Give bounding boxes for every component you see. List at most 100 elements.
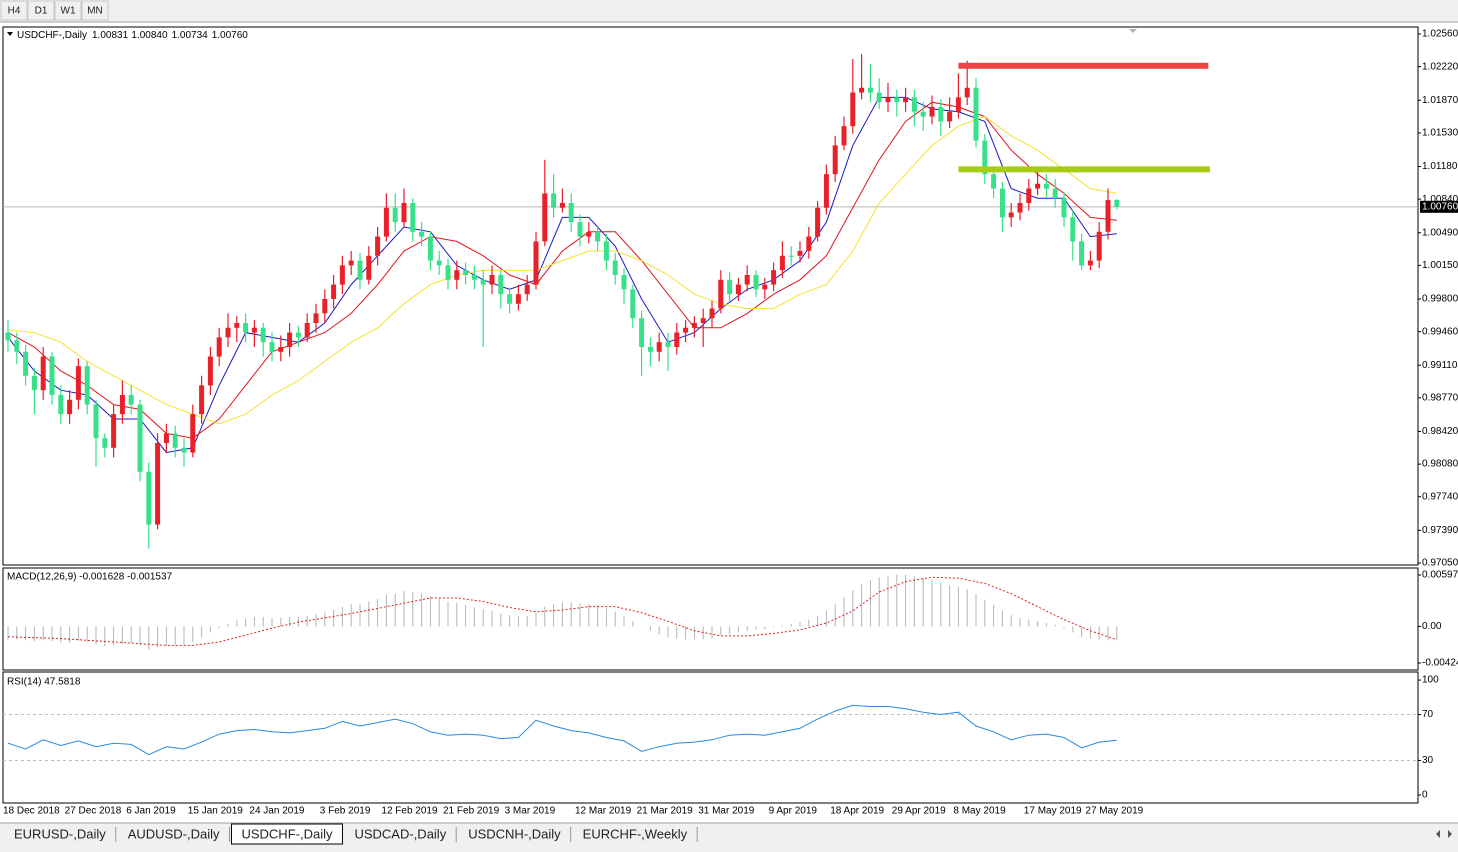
candle-body bbox=[410, 202, 416, 232]
candle-body bbox=[991, 174, 997, 189]
price-tick-label: 1.00490 bbox=[1422, 227, 1458, 238]
x-tick-label: 31 Mar 2019 bbox=[698, 806, 755, 817]
chart-tab[interactable] bbox=[230, 823, 343, 845]
candle-body bbox=[894, 97, 900, 103]
chart-tab[interactable] bbox=[117, 824, 230, 844]
candle-body bbox=[832, 145, 838, 175]
candle-body bbox=[973, 87, 979, 141]
rsi-line bbox=[7, 704, 1117, 756]
candle-body bbox=[375, 236, 381, 256]
timeframe-button[interactable] bbox=[27, 0, 55, 21]
candle-body bbox=[5, 332, 11, 341]
macd-tick-label: 0.00 bbox=[1422, 621, 1442, 632]
timeframe-button[interactable] bbox=[81, 0, 109, 21]
x-tick-label: 6 Jan 2019 bbox=[126, 806, 176, 817]
x-tick-label: 3 Mar 2019 bbox=[505, 806, 556, 817]
candle-body bbox=[612, 260, 618, 275]
candle-body bbox=[225, 327, 231, 338]
chart-tab[interactable] bbox=[344, 824, 457, 844]
timeframe-label: W1 bbox=[61, 6, 76, 17]
price-tick-label: 0.97050 bbox=[1422, 558, 1458, 569]
timeframe-label: D1 bbox=[35, 6, 48, 17]
candle-body bbox=[295, 332, 301, 338]
x-tick-label: 8 May 2019 bbox=[953, 806, 1006, 817]
chart-tab[interactable] bbox=[572, 824, 698, 844]
candle-body bbox=[603, 241, 609, 261]
timeframe-label: H4 bbox=[8, 6, 21, 17]
candle-body bbox=[287, 332, 293, 347]
candle-body bbox=[357, 260, 363, 280]
candle-body bbox=[102, 438, 108, 448]
candle-body bbox=[251, 327, 257, 333]
candle-body bbox=[859, 87, 865, 93]
candle-body bbox=[14, 340, 20, 352]
candle-body bbox=[383, 207, 389, 237]
macd-tick-label: 0.00597 bbox=[1422, 570, 1458, 581]
chart-tab-label: EURCHF-,Weekly bbox=[583, 826, 688, 841]
candle-body bbox=[392, 207, 398, 223]
candle-body bbox=[551, 193, 557, 208]
candle-body bbox=[40, 356, 46, 391]
price-tick-label: 1.02560 bbox=[1422, 29, 1458, 40]
candle-body bbox=[454, 270, 460, 280]
chart-tab-label: USDCHF-,Daily bbox=[241, 826, 333, 841]
symbol: USDCHF-,Daily bbox=[17, 30, 87, 41]
candle-body bbox=[850, 92, 856, 127]
x-tick-label: 9 Apr 2019 bbox=[769, 806, 818, 817]
candle-body bbox=[639, 318, 645, 347]
price-tick-label: 1.00150 bbox=[1422, 260, 1458, 271]
candle-body bbox=[348, 260, 354, 266]
candle-body bbox=[507, 294, 513, 304]
candle-body bbox=[243, 322, 249, 333]
candle-body bbox=[172, 433, 178, 448]
candle-body bbox=[1052, 188, 1058, 199]
price-tick-label: 0.99110 bbox=[1422, 360, 1458, 371]
candle-body bbox=[119, 394, 125, 415]
x-tick-label: 18 Dec 2018 bbox=[3, 806, 60, 817]
candle-body bbox=[1105, 200, 1111, 232]
chart-tab[interactable] bbox=[4, 824, 116, 844]
candle-body bbox=[568, 202, 574, 223]
candle-body bbox=[586, 231, 592, 237]
candle-body bbox=[841, 126, 847, 146]
timeframe-button[interactable] bbox=[54, 0, 82, 21]
candle-body bbox=[718, 279, 724, 309]
candle-body bbox=[1043, 183, 1049, 189]
x-tick-label: 29 Apr 2019 bbox=[892, 806, 946, 817]
candle-body bbox=[876, 92, 882, 103]
price-tick-label: 1.01870 bbox=[1422, 95, 1458, 106]
candle-body bbox=[67, 399, 73, 415]
candle-body bbox=[929, 106, 935, 117]
tab-scroll[interactable] bbox=[1436, 830, 1452, 838]
candle-body bbox=[207, 356, 213, 386]
price-pane bbox=[2, 26, 1419, 566]
timeframe-button[interactable] bbox=[0, 0, 28, 21]
candle-body bbox=[419, 231, 425, 237]
candle-body bbox=[1026, 188, 1032, 203]
chart-header: USDCHF-,Daily 1.00831 1.00840 1.00734 1.0076… bbox=[17, 30, 248, 41]
price-tick-label: 1.02220 bbox=[1422, 61, 1458, 72]
candle-body bbox=[199, 385, 205, 415]
candle-body bbox=[647, 346, 653, 352]
candle-body bbox=[322, 298, 328, 314]
candle-body bbox=[58, 394, 64, 415]
candle-body bbox=[709, 308, 715, 319]
candle-body bbox=[93, 404, 99, 439]
candle-body bbox=[313, 313, 319, 323]
candle-body bbox=[278, 346, 284, 352]
x-tick-label: 27 Dec 2018 bbox=[65, 806, 122, 817]
candle-body bbox=[331, 284, 337, 299]
candle-body bbox=[656, 342, 662, 352]
candle-body bbox=[515, 294, 521, 304]
candle-body bbox=[1087, 260, 1093, 266]
price-tick-label: 1.01180 bbox=[1422, 161, 1458, 172]
price-tick-label: 0.99460 bbox=[1422, 326, 1458, 337]
candle-body bbox=[815, 207, 821, 237]
candle-body bbox=[806, 236, 812, 251]
candle-body bbox=[75, 366, 81, 400]
chart-tab[interactable] bbox=[458, 824, 571, 844]
candle-body bbox=[621, 274, 627, 290]
candle-body bbox=[947, 111, 953, 122]
candle-body bbox=[700, 318, 706, 323]
